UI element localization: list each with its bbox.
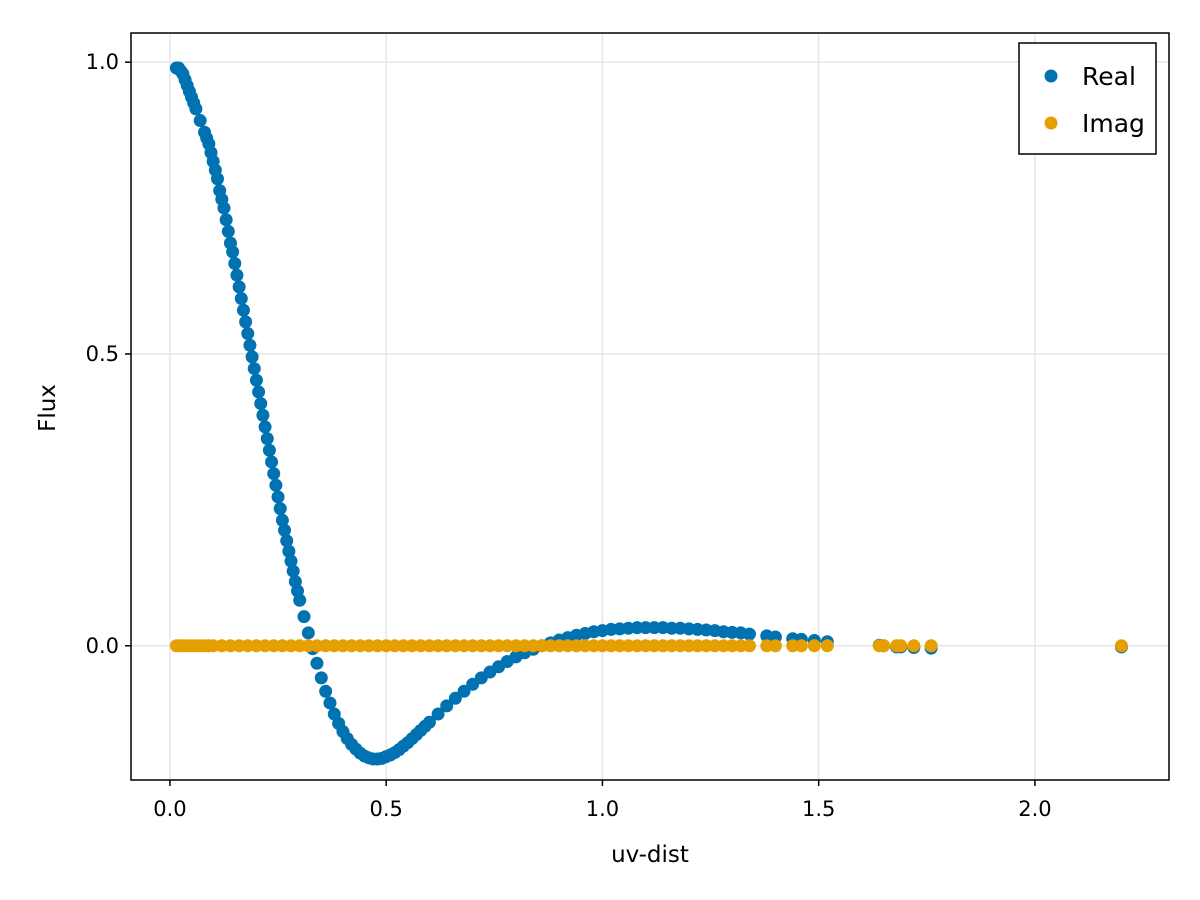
y-tick-label: 0.5 xyxy=(86,342,119,366)
point-real xyxy=(247,362,261,376)
point-real xyxy=(271,490,285,504)
point-real xyxy=(249,373,263,387)
point-imag xyxy=(768,639,782,653)
point-real xyxy=(286,564,300,578)
point-real xyxy=(228,257,242,271)
plot-frame xyxy=(130,32,1170,781)
point-real xyxy=(262,443,276,457)
x-tick-label: 0.5 xyxy=(369,797,402,821)
point-real xyxy=(254,397,268,411)
point-imag xyxy=(877,639,891,653)
y-axis-label: Flux xyxy=(35,384,61,432)
x-tick-label: 2.0 xyxy=(1018,797,1051,821)
point-real xyxy=(219,213,233,227)
point-imag xyxy=(1114,639,1128,653)
data-points xyxy=(169,61,1128,766)
point-imag xyxy=(894,639,908,653)
point-imag xyxy=(907,639,921,653)
x-axis-ticks: 0.0 0.5 1.0 1.5 2.0 xyxy=(153,780,1052,821)
point-real xyxy=(269,478,283,492)
point-real xyxy=(211,172,224,186)
point-real xyxy=(267,467,281,481)
legend-box xyxy=(1018,42,1157,155)
point-real xyxy=(310,656,324,670)
point-real xyxy=(189,102,203,116)
point-real xyxy=(241,327,255,341)
x-axis-label: uv-dist xyxy=(611,842,689,868)
point-real xyxy=(193,114,207,128)
point-real xyxy=(273,502,287,516)
point-real xyxy=(319,684,333,698)
legend-label-real: Real xyxy=(1082,62,1136,91)
point-real xyxy=(457,684,471,698)
point-real xyxy=(217,201,231,215)
point-real xyxy=(221,224,235,238)
point-real xyxy=(297,610,311,624)
y-tick-label: 0.0 xyxy=(86,634,119,658)
point-real xyxy=(234,292,248,306)
point-real xyxy=(280,534,294,548)
point-real xyxy=(256,408,270,422)
point-real xyxy=(275,513,289,527)
point-real xyxy=(278,523,292,537)
point-real xyxy=(243,338,257,352)
x-tick-label: 1.0 xyxy=(586,797,619,821)
point-real xyxy=(252,385,266,399)
x-tick-label: 1.5 xyxy=(802,797,835,821)
point-imag xyxy=(924,639,938,653)
point-real xyxy=(431,707,445,721)
series-imag xyxy=(169,639,1128,653)
legend-marker-imag xyxy=(1044,116,1058,130)
legend-marker-real xyxy=(1044,69,1058,83)
point-real xyxy=(422,715,436,729)
y-tick-label: 1.0 xyxy=(86,50,119,74)
legend: Real Imag xyxy=(1018,42,1157,155)
point-real xyxy=(314,671,328,685)
point-real xyxy=(265,455,279,469)
point-real xyxy=(440,699,454,713)
point-real xyxy=(239,315,253,329)
point-real xyxy=(282,544,296,558)
legend-label-imag: Imag xyxy=(1082,109,1145,138)
point-real xyxy=(258,420,272,434)
point-real xyxy=(448,691,462,705)
point-real xyxy=(301,626,315,640)
point-real xyxy=(293,593,307,607)
point-real xyxy=(284,554,298,568)
point-imag xyxy=(807,639,821,653)
point-real xyxy=(226,245,240,259)
point-real xyxy=(323,696,337,710)
point-imag xyxy=(794,639,808,653)
point-real xyxy=(236,303,250,317)
point-real xyxy=(245,350,259,364)
point-imag xyxy=(820,639,834,653)
point-real xyxy=(230,268,244,282)
point-imag xyxy=(742,639,756,653)
point-real xyxy=(232,280,246,294)
point-real xyxy=(260,432,274,446)
x-tick-label: 0.0 xyxy=(153,797,186,821)
y-axis-ticks: 0.0 0.5 1.0 xyxy=(86,50,131,658)
point-real xyxy=(742,627,756,641)
